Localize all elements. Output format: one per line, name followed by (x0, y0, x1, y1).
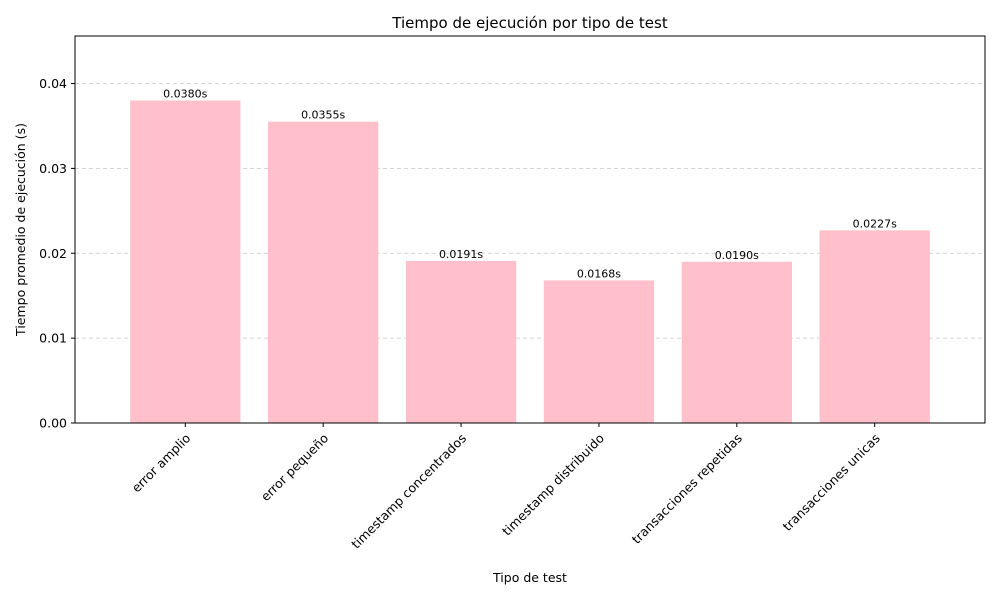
y-tick-label: 0.01 (39, 331, 67, 346)
bar (681, 261, 792, 423)
y-axis-label: Tiempo promedio de ejecución (s) (13, 123, 28, 337)
bar-value-label: 0.0190s (715, 249, 759, 262)
x-tick-label: timestamp distribuido (499, 431, 607, 539)
y-tick-label: 0.02 (39, 246, 67, 261)
bar (819, 230, 930, 423)
y-tick-label: 0.03 (39, 161, 67, 176)
x-tick-label: timestamp concentrados (348, 431, 469, 552)
bar-value-label: 0.0191s (439, 248, 483, 261)
x-tick-label: error amplio (129, 431, 194, 496)
bar-value-label: 0.0227s (853, 217, 897, 230)
plot-frame (74, 35, 986, 424)
y-axis-ticks: 0.00 0.01 0.02 0.03 0.04 (39, 76, 75, 431)
x-tick-label: error pequeño (258, 431, 332, 505)
bar (268, 121, 379, 423)
x-axis-label: Tipo de test (492, 570, 567, 585)
chart-title: Tiempo de ejecución por tipo de test (391, 14, 668, 32)
y-tick-label: 0.04 (39, 76, 67, 91)
x-axis-ticks: error amplio error pequeño timestamp conce… (129, 423, 883, 552)
data-labels: 0.0380s 0.0355s 0.0191s 0.0168s 0.0190s 0.022… (163, 88, 897, 281)
bar (543, 280, 655, 423)
bar-value-label: 0.0168s (577, 267, 621, 280)
x-tick-label: transacciones repetidas (629, 431, 745, 547)
bar (405, 260, 517, 423)
y-tick-label: 0.00 (39, 416, 67, 431)
x-tick-label: transacciones unicas (779, 431, 882, 534)
bars (130, 100, 930, 423)
bar-value-label: 0.0355s (301, 109, 345, 122)
bar-value-label: 0.0380s (163, 88, 207, 101)
bar (130, 100, 241, 423)
